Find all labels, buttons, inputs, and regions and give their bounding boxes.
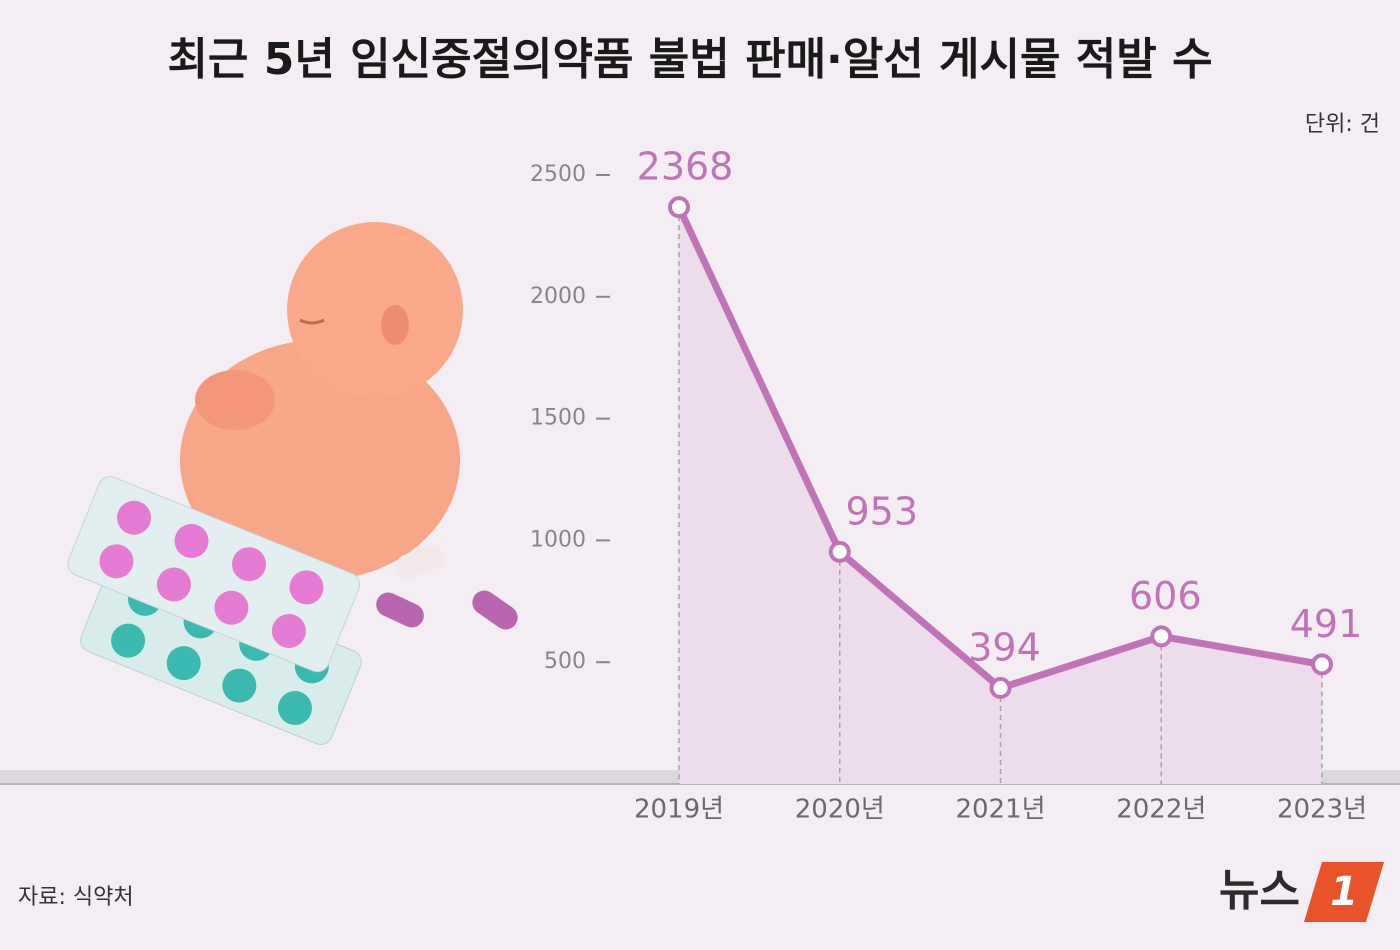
baby-ear <box>381 305 409 345</box>
logo-text: 뉴스 <box>1219 865 1300 916</box>
point <box>989 677 1012 700</box>
y-tick-label: 2000 <box>530 284 586 309</box>
chart-title: 최근 5년 임신중절의약품 불법 판매·알선 게시물 적발 수 <box>167 34 1212 85</box>
logo-mark-text: 1 <box>1330 869 1358 915</box>
baby-head <box>287 222 463 398</box>
source: 자료: 식약처 <box>18 885 134 910</box>
logo-mark <box>1304 862 1384 922</box>
y-tick-label: 1500 <box>530 406 586 431</box>
capsule <box>395 545 445 579</box>
value-label: 606 <box>1129 574 1202 618</box>
x-tick-label: 2023년 <box>1277 795 1367 825</box>
x-tick-label: 2021년 <box>955 795 1045 825</box>
capsule <box>472 590 518 630</box>
value-label: 953 <box>845 489 918 533</box>
unit-label: 단위: 건 <box>1305 112 1380 137</box>
y-tick-label: 1000 <box>530 527 586 552</box>
point <box>668 196 690 219</box>
baby-arm <box>195 370 275 430</box>
x-tick-label: 2020년 <box>795 795 885 825</box>
y-tick-label: 2500 <box>530 162 586 187</box>
x-tick-label: 2022년 <box>1116 795 1206 825</box>
illustration <box>67 222 518 745</box>
capsule <box>376 592 424 628</box>
point <box>828 540 851 563</box>
point <box>1150 625 1173 648</box>
value-label: 2368 <box>637 145 734 189</box>
value-label: 491 <box>1290 602 1363 646</box>
point <box>1311 653 1333 676</box>
value-label: 394 <box>968 626 1041 670</box>
x-tick-label: 2019년 <box>634 795 724 825</box>
baby-eye <box>299 318 325 325</box>
y-tick-label: 500 <box>544 649 586 674</box>
blister-pink <box>67 476 361 673</box>
